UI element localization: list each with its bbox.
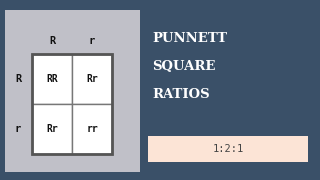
FancyBboxPatch shape <box>5 10 140 172</box>
Bar <box>72 104 112 154</box>
Text: RR: RR <box>46 74 58 84</box>
Text: 1:2:1: 1:2:1 <box>212 144 244 154</box>
Text: Rr: Rr <box>86 74 98 84</box>
Text: R: R <box>49 36 55 46</box>
Text: r: r <box>15 124 21 134</box>
Text: RATIOS: RATIOS <box>152 87 210 100</box>
Text: SQUARE: SQUARE <box>152 60 215 73</box>
Text: PUNNETT: PUNNETT <box>152 31 227 44</box>
Bar <box>32 54 72 104</box>
Text: R: R <box>15 74 21 84</box>
Text: Rr: Rr <box>46 124 58 134</box>
Bar <box>32 54 112 154</box>
Bar <box>72 54 112 104</box>
Bar <box>32 104 72 154</box>
Text: rr: rr <box>86 124 98 134</box>
Text: r: r <box>89 36 95 46</box>
FancyBboxPatch shape <box>148 136 308 162</box>
